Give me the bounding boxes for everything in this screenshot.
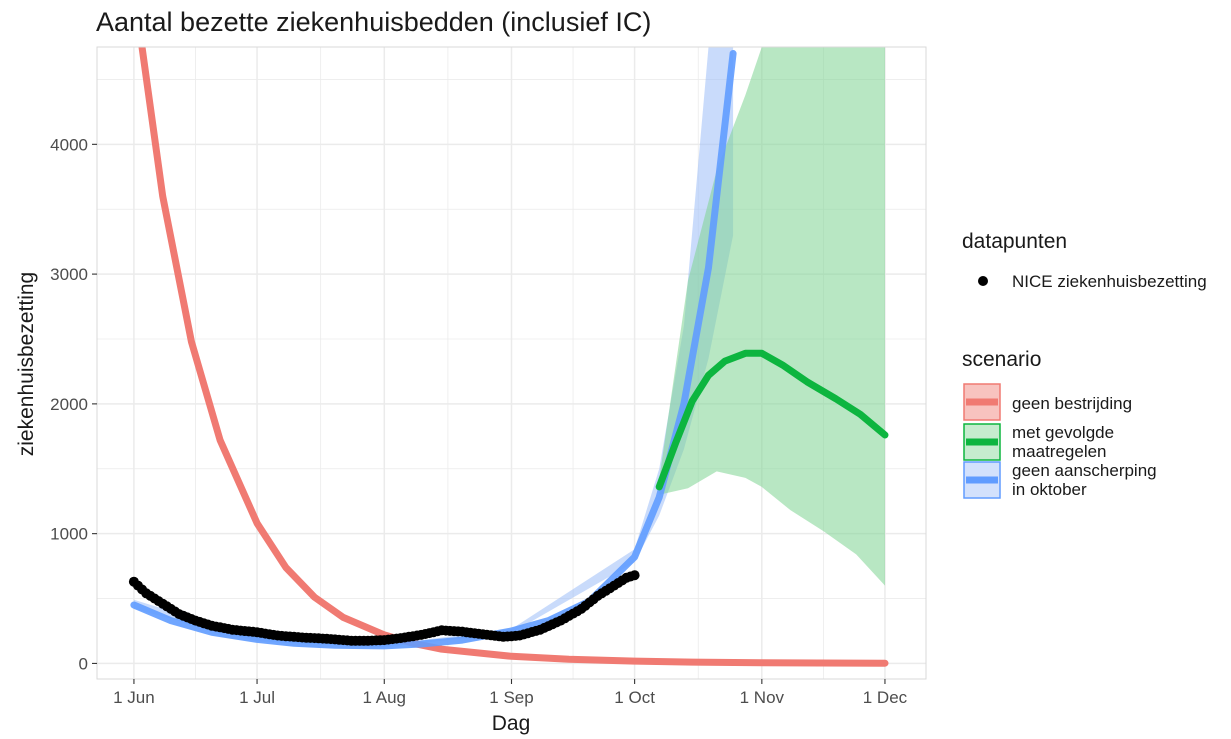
y-tick-label: 4000 [50,135,88,154]
legend-title-scenario: scenario [962,348,1041,371]
legend-key-datapunten [978,276,988,286]
legend-key-met-gevolgde-maatregelen: met gevolgde maatregelen [963,423,1114,461]
x-tick-label: 1 Sep [489,688,533,707]
legend-key-geen-bestrijding: geen bestrijding [963,383,1132,421]
legend-label-scenario: geen bestrijding [1012,394,1132,413]
legend-label-scenario: geen aanscherping [1012,461,1157,480]
y-axis-ticks: 0 1000 2000 3000 4000 [50,135,97,673]
x-tick-label: 1 Nov [740,688,785,707]
x-axis-ticks: 1 Jun 1 Jul 1 Aug 1 Sep 1 Oct 1 Nov 1 Dec [113,679,908,707]
legend-label-scenario: maatregelen [1012,442,1107,461]
point-layer [128,570,640,646]
y-tick-label: 0 [79,654,88,673]
x-tick-label: 1 Dec [863,688,908,707]
x-tick-label: 1 Oct [614,688,655,707]
y-axis-title: ziekenhuisbezetting [15,272,38,456]
line-met-gevolgde-maatregelen [655,349,889,491]
data-point-nice [629,570,640,581]
legend-scenario-keys: geen bestrijding met gevolgde maatregelen… [963,383,1157,499]
y-tick-label: 1000 [50,525,88,544]
x-tick-label: 1 Jun [113,688,155,707]
legend-key-geen-aanscherping: geen aanscherping in oktober [963,461,1157,499]
y-tick-label: 2000 [50,395,88,414]
chart-title: Aantal bezette ziekenhuisbedden (inclusi… [96,7,651,37]
x-tick-label: 1 Jul [239,688,275,707]
y-tick-label: 3000 [50,265,88,284]
x-axis-title: Dag [492,712,531,735]
legend-label-scenario: met gevolgde [1012,423,1114,442]
legend: datapunten NICE ziekenhuisbezetting scen… [962,230,1207,499]
legend-label-datapunten: NICE ziekenhuisbezetting [1012,272,1207,291]
legend-title-datapunten: datapunten [962,230,1067,253]
x-tick-label: 1 Aug [363,688,407,707]
legend-label-scenario: in oktober [1012,480,1087,499]
